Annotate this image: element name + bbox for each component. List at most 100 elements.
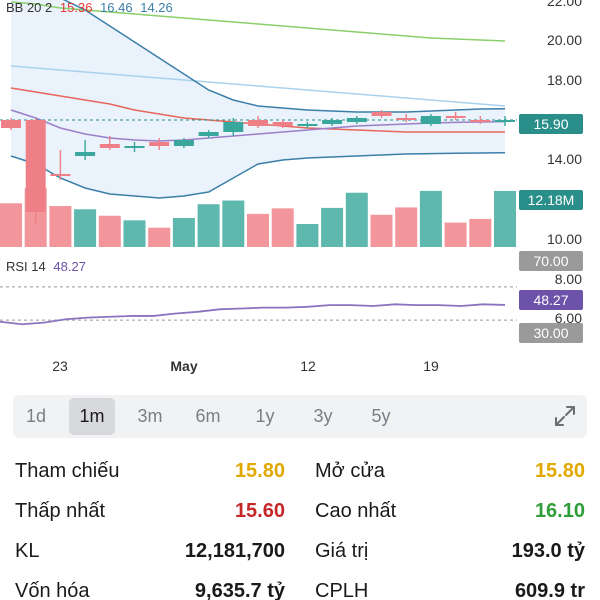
volume-bar [123, 220, 146, 247]
stat-row: KL 12,181,700 Giá trị 193.0 tỷ [0, 540, 600, 580]
range-button-3y[interactable]: 3y [313, 406, 333, 426]
volume-bar [469, 218, 492, 247]
range-button-1y[interactable]: 1y [255, 406, 275, 426]
candle-body [272, 122, 293, 126]
ma-lightblue-line [10, 65, 506, 107]
stat-value: 16.10 [534, 500, 585, 522]
volume-bar [197, 204, 220, 247]
rsi-legend-value: 48.27 [53, 259, 86, 274]
rsi-lower-tag: 30.00 [519, 323, 583, 343]
price-axis-label: 8.00 [554, 271, 582, 287]
stat-row: Thấp nhất 15.60 Cao nhất 16.10 [0, 500, 600, 540]
range-button-6m[interactable]: 6m [195, 406, 221, 426]
volume-bar [172, 218, 195, 247]
stat-value: 15.80 [234, 460, 285, 482]
price-axis-label: 10.00 [546, 231, 582, 247]
candle-body [149, 142, 170, 146]
range-button-3m[interactable]: 3m [137, 406, 163, 426]
range-button-1d[interactable]: 1d [25, 406, 47, 426]
range-button-1m[interactable]: 1m [69, 398, 115, 435]
candle-body [396, 118, 417, 120]
volume-bar [444, 222, 467, 247]
candle-body [322, 120, 343, 124]
price-axis-label: 18.00 [546, 72, 582, 88]
volume-bar [148, 227, 171, 247]
volume-bar [49, 206, 72, 247]
stat-value: 193.0 tỷ [511, 540, 585, 562]
volume-bar [494, 190, 516, 247]
volume-bar [74, 209, 97, 247]
candle-body [223, 122, 244, 132]
stock-chart[interactable]: BB 20 2 15.36 16.46 14.26 RSI 14 48.27 2… [0, 0, 600, 380]
volume-bar [321, 207, 344, 247]
volume-bar [395, 207, 418, 247]
time-range-selector: 1d 1m 3m 6m 1y 3y 5y [13, 395, 587, 438]
candle-body [75, 152, 96, 156]
bb-lower-line [10, 152, 506, 199]
rsi-value-tag: 48.27 [519, 290, 583, 310]
volume-bar [98, 215, 121, 247]
volume-bar [247, 213, 269, 247]
volume-bar [419, 190, 442, 247]
price-axis-label: 14.00 [546, 151, 582, 167]
volume-bar [0, 203, 22, 247]
price-axis-label: 22.00 [546, 0, 582, 9]
stat-label: Vốn hóa [15, 580, 90, 600]
time-axis-label: 23 [52, 358, 68, 374]
candle-body [248, 120, 268, 126]
price-axis-label: 20.00 [546, 32, 582, 48]
bb-upper-line [62, 0, 506, 113]
rsi-upper-tag: 70.00 [519, 251, 583, 271]
ma-green-line [10, 1, 506, 42]
candle-body [371, 112, 392, 116]
candle-body [297, 124, 318, 126]
price-axis-label: 6.00 [554, 310, 582, 326]
bb-legend-upper: 15.36 [59, 0, 93, 15]
rsi-legend-label: RSI 14 [6, 259, 46, 274]
candle-body [25, 120, 46, 212]
candle-body [495, 120, 515, 122]
stat-value: 12,181,700 [184, 540, 285, 562]
stat-label: KL [15, 540, 40, 562]
range-button-5y[interactable]: 5y [371, 406, 391, 426]
candle-body [1, 120, 21, 128]
stat-row: Tham chiếu 15.80 Mở cửa 15.80 [0, 460, 600, 500]
stat-label: Giá trị [315, 540, 369, 562]
candle-body [173, 140, 194, 146]
candle-body [445, 116, 466, 118]
chart-canvas[interactable] [0, 0, 600, 380]
stat-label: CPLH [315, 580, 369, 600]
candle-body [198, 132, 219, 136]
candle-body [99, 144, 120, 148]
rsi-line [0, 303, 506, 326]
candle-body [470, 120, 491, 122]
stat-label: Cao nhất [315, 500, 397, 522]
volume-bar [370, 214, 393, 247]
bb-legend: BB 20 2 15.36 16.46 14.26 [6, 0, 177, 15]
stat-value: 15.80 [534, 460, 585, 482]
volume-tag: 12.18M [519, 190, 583, 210]
time-axis-label: 19 [423, 358, 439, 374]
rsi-legend: RSI 14 48.27 [6, 259, 90, 274]
candle-body [420, 116, 441, 124]
volume-bar [296, 224, 319, 247]
time-axis-label: 12 [300, 358, 316, 374]
bb-legend-lower: 14.26 [140, 0, 173, 15]
stat-row: Vốn hóa 9,635.7 tỷ CPLH 609.9 tr [0, 580, 600, 600]
volume-bar [271, 208, 294, 247]
volume-bar [222, 200, 245, 247]
stat-value: 15.60 [234, 500, 285, 522]
bb-legend-middle: 16.46 [100, 0, 133, 15]
candle-body [124, 146, 145, 148]
expand-icon[interactable] [553, 404, 577, 428]
stat-label: Mở cửa [315, 460, 385, 482]
bollinger-band-fill [11, 0, 505, 198]
bb-legend-label: BB 20 2 [6, 0, 53, 15]
stat-label: Tham chiếu [15, 460, 120, 482]
last-price-tag: 15.90 [519, 114, 583, 134]
volume-bar [345, 192, 368, 247]
time-axis-label: May [170, 358, 198, 374]
stat-value: 609.9 tr [514, 580, 585, 600]
candle-body [346, 118, 367, 122]
stat-label: Thấp nhất [15, 500, 106, 522]
